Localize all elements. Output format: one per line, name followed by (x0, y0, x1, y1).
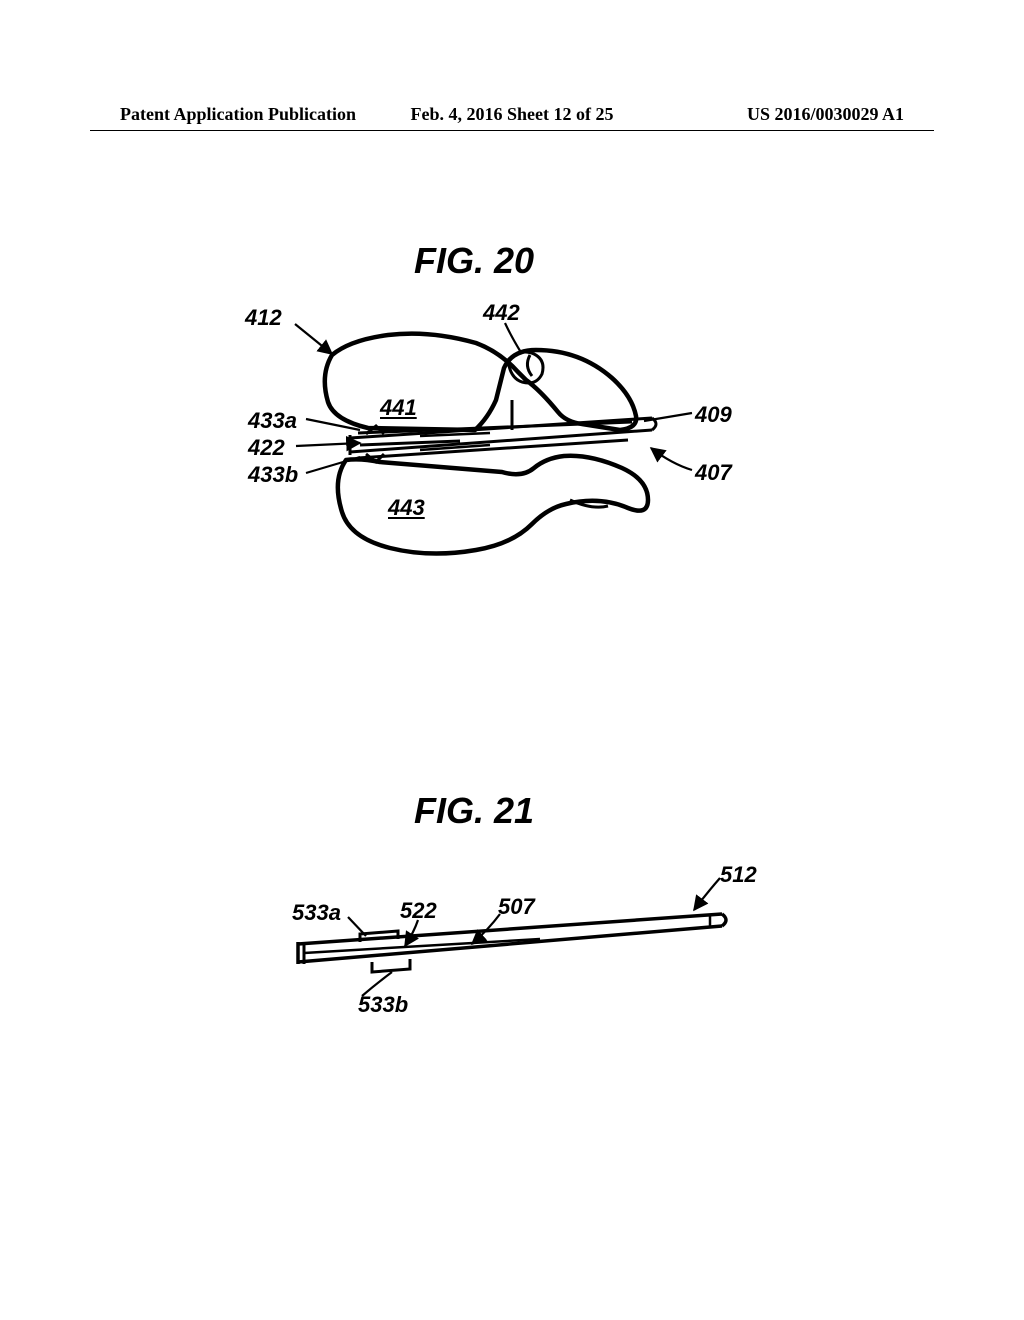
figure-21-leaders (0, 0, 1024, 1100)
